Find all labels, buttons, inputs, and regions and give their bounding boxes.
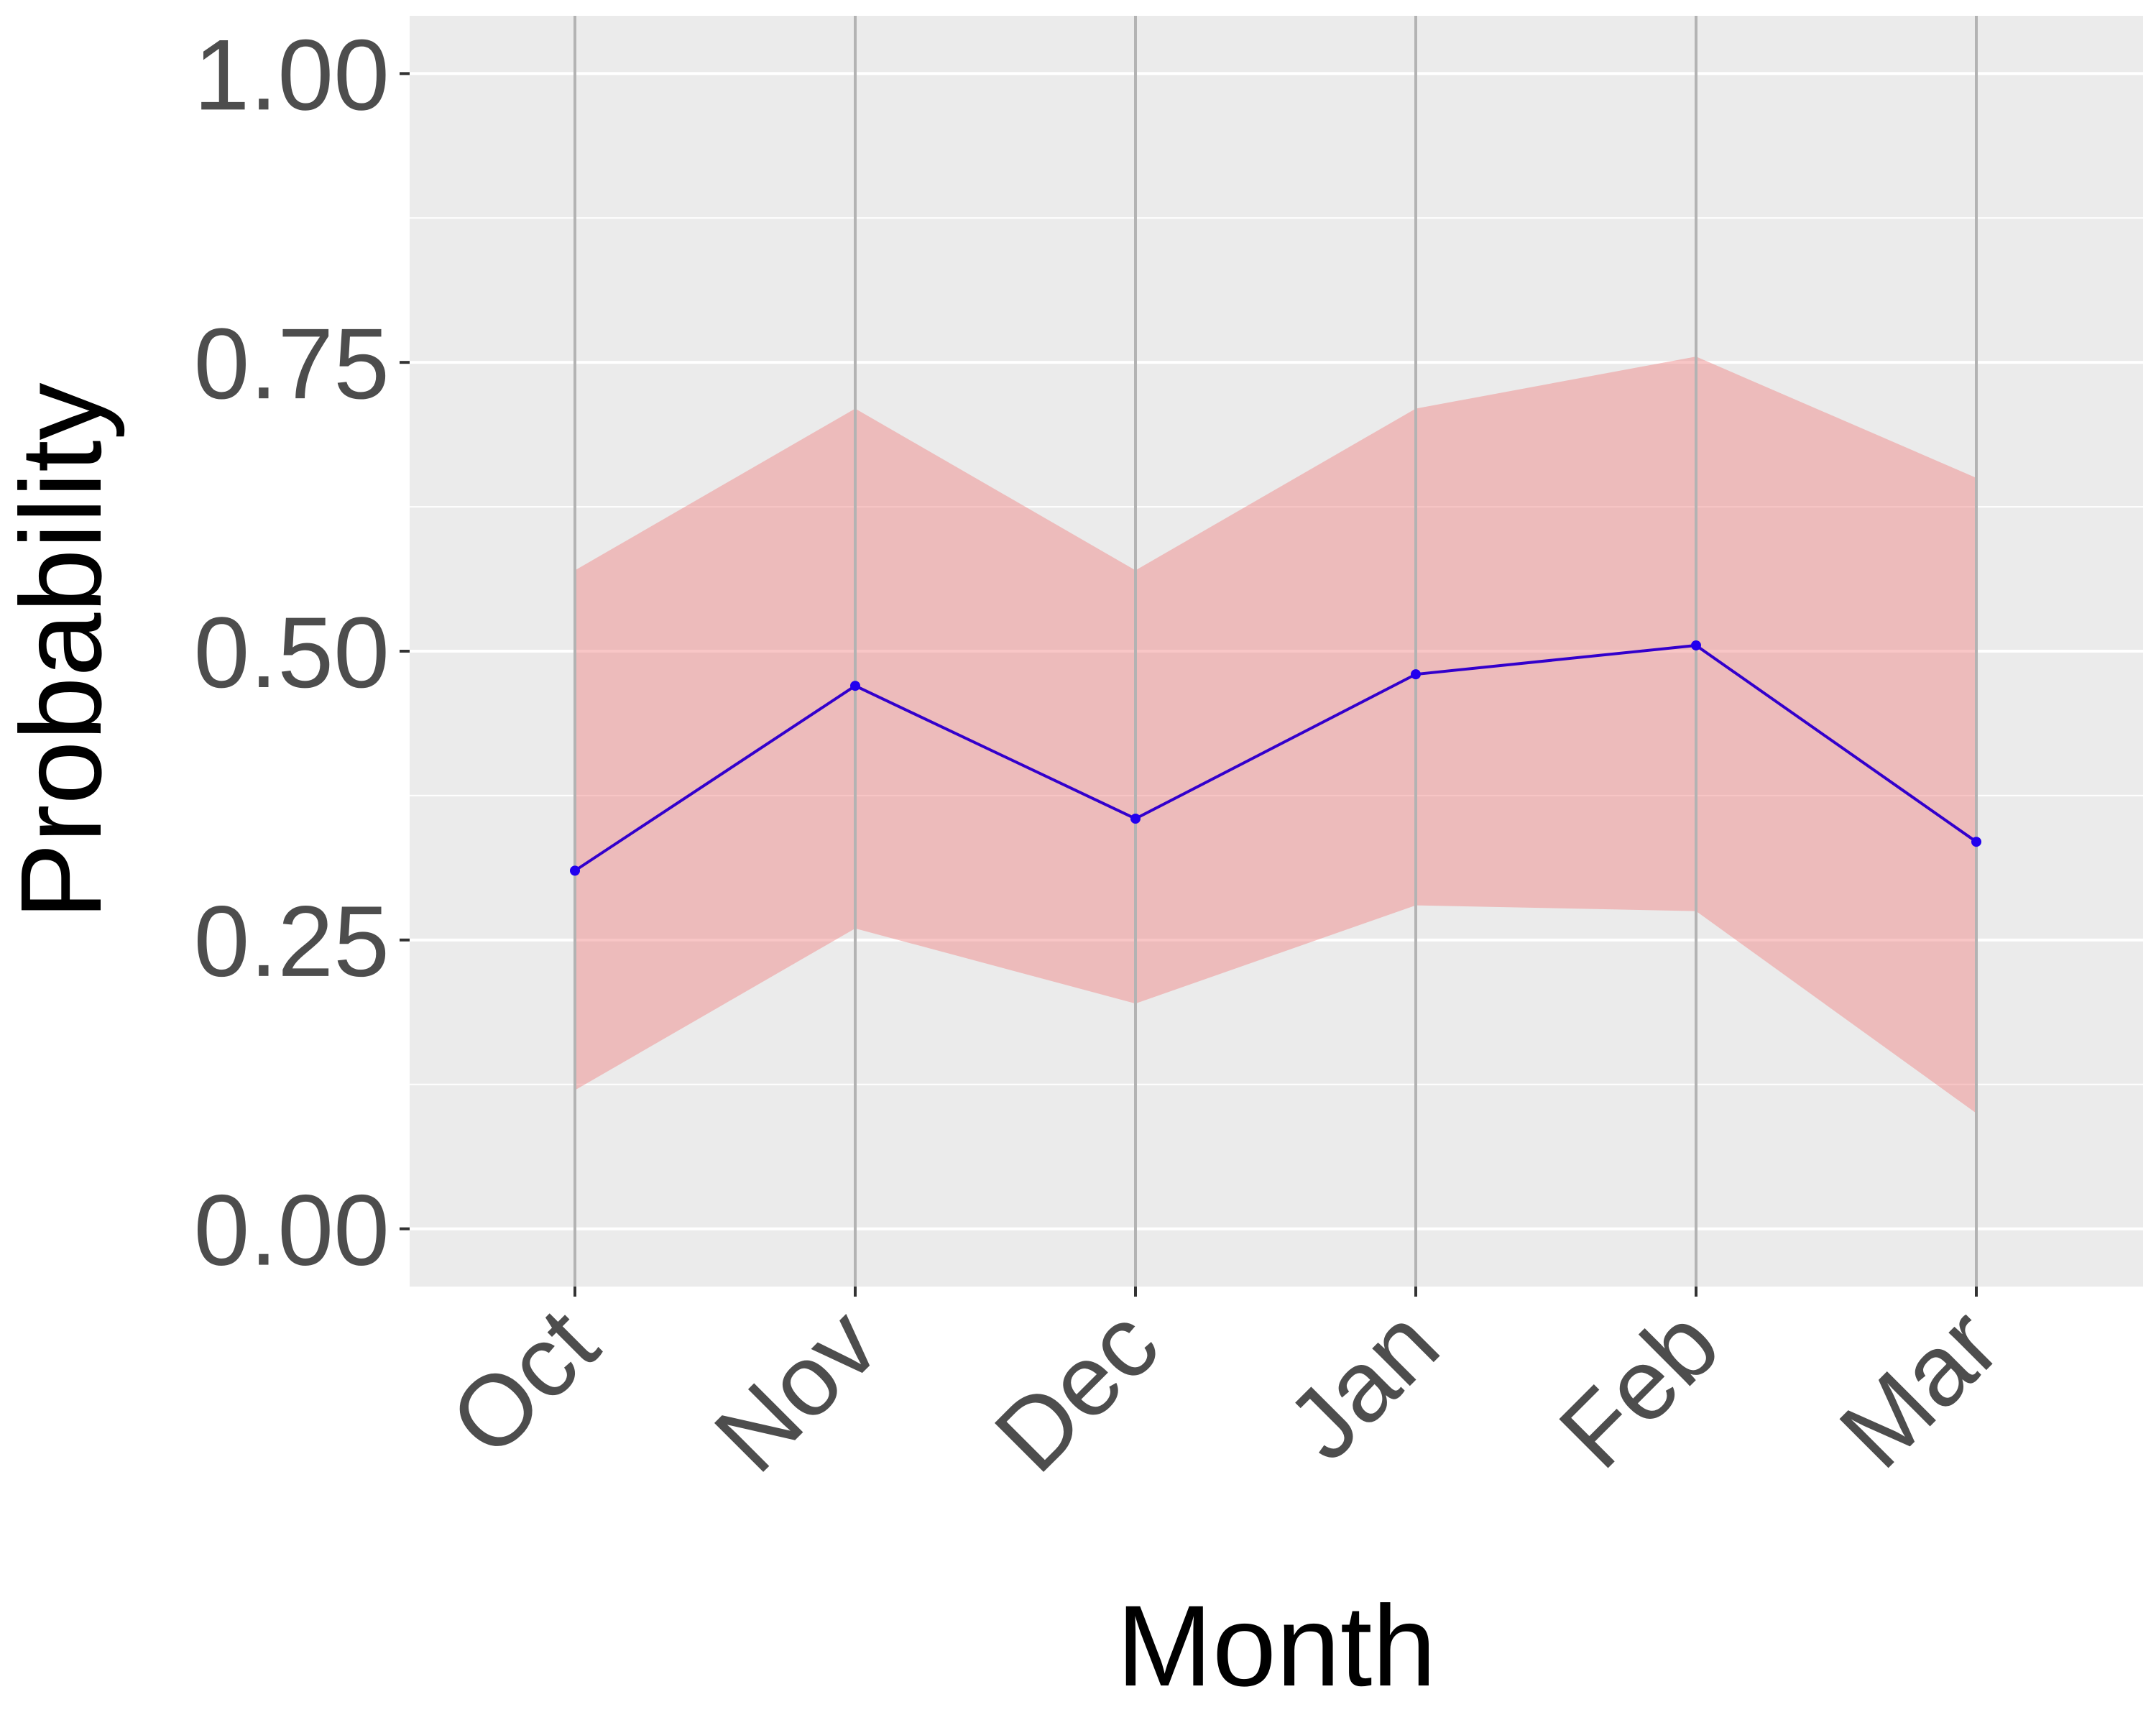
point-dec [1130,814,1141,824]
x-axis-title: Month [1117,1581,1437,1710]
point-mar [1971,837,1981,847]
y-tick-label: 1.00 [194,18,390,131]
point-oct [570,865,580,876]
x-tick-label-jan: Jan [1266,1287,1460,1481]
month-reference-lines [573,16,1978,1287]
minor-gridlines [410,217,2143,1085]
data-points [570,640,1981,876]
x-axis: Oct Nov Dec Jan Feb Mar [428,1287,2020,1493]
probability-line [573,643,1978,873]
point-feb [1691,640,1701,650]
y-tick-label: 0.25 [194,885,390,998]
x-tick-label-oct: Oct [428,1287,619,1477]
y-axis-title: Probability [0,382,125,919]
x-tick-label-dec: Dec [973,1287,1179,1493]
point-nov [850,681,860,691]
x-tick-label-mar: Mar [1818,1287,2021,1489]
x-tick-label-nov: Nov [693,1287,899,1493]
x-tick-label-feb: Feb [1538,1287,1741,1489]
y-tick-label: 0.00 [194,1174,390,1287]
point-jan [1411,669,1421,680]
major-gridlines [410,72,2143,1230]
confidence-band [575,356,1976,1113]
y-tick-label: 0.50 [194,596,390,709]
y-tick-label: 0.75 [194,307,390,420]
y-axis: 0.00 0.25 0.50 0.75 1.00 [194,18,410,1287]
